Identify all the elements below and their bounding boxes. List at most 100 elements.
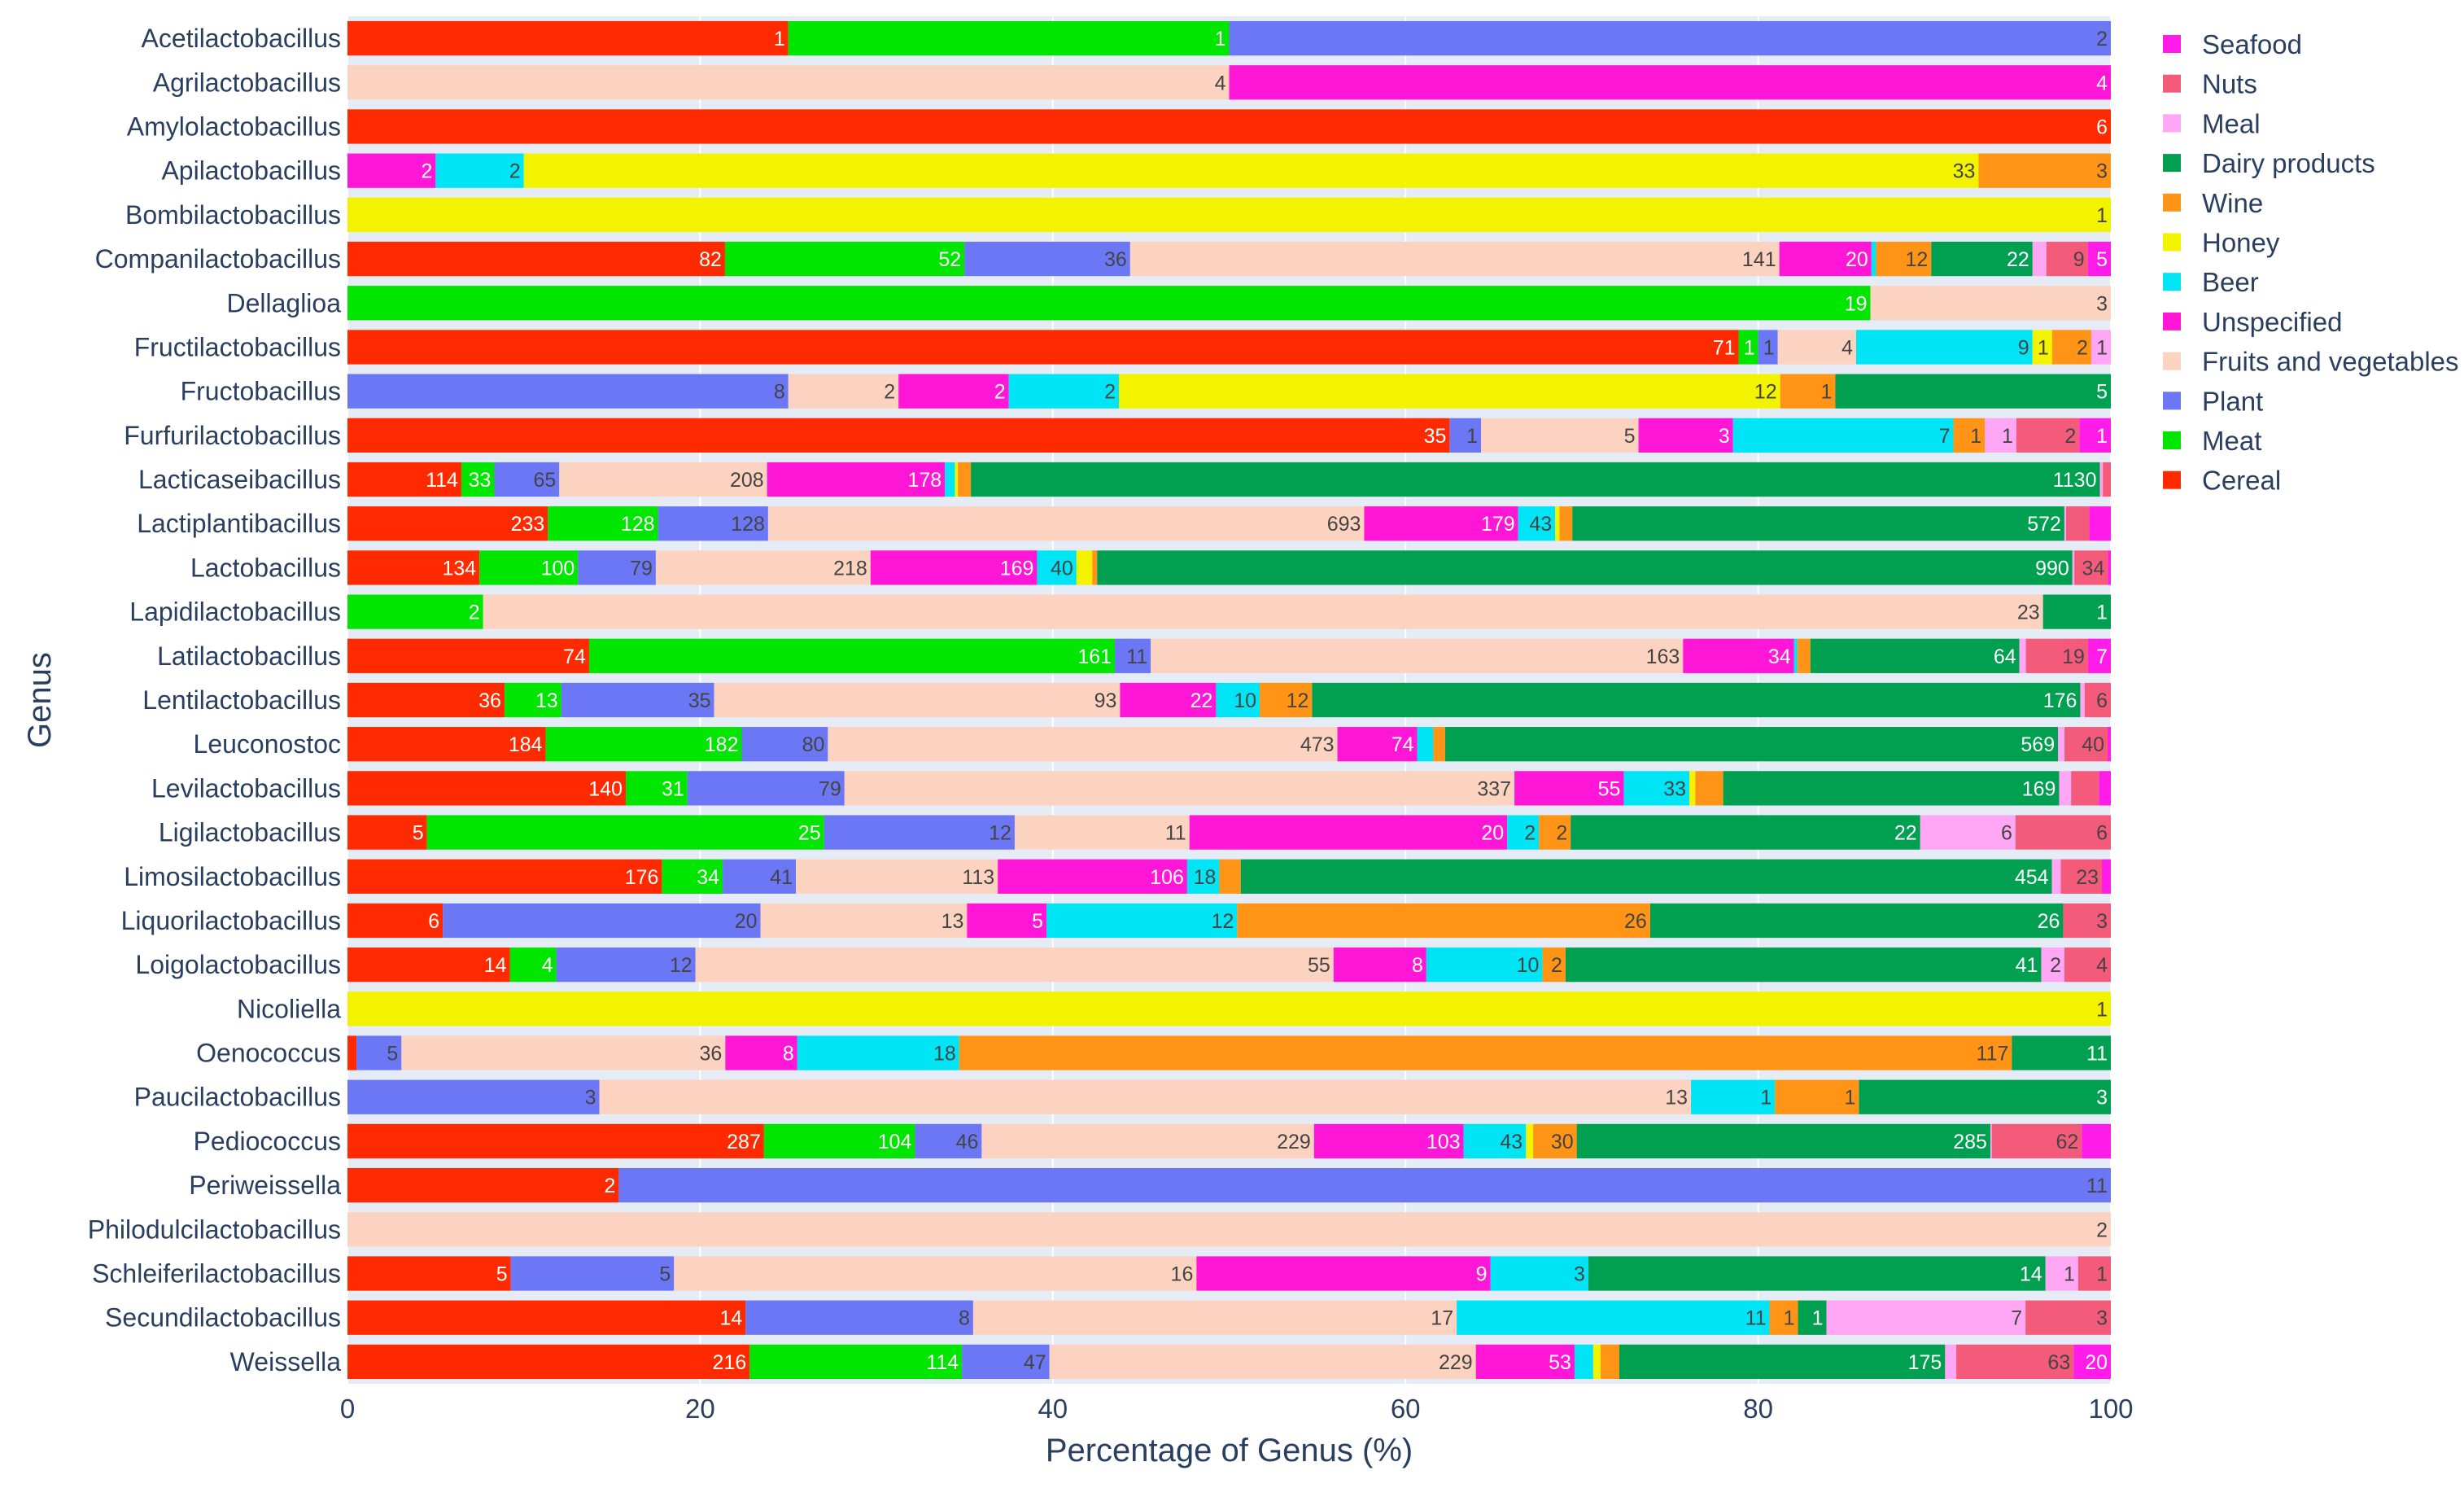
bar-value-label: 103 <box>1426 1131 1461 1153</box>
bar-value-label: 2 <box>1556 822 1567 845</box>
y-tick-label: Limosilactobacillus <box>124 862 341 891</box>
bar-segment-honey <box>1592 1344 1601 1380</box>
bar-segment-dairy-products <box>1312 682 2081 718</box>
bar-value-label: 1 <box>1821 381 1833 404</box>
bar-value-label: 178 <box>907 469 941 492</box>
legend-item-cereal[interactable]: Cereal <box>2163 466 2281 496</box>
bar-segment-plant <box>561 682 714 718</box>
y-tick-label: Oenococcus <box>196 1039 341 1068</box>
bar-row-leuconostoc: 184 182 80 473 74 569 40 <box>347 727 2111 762</box>
bar-segment-cereal <box>347 462 461 497</box>
bar-row-amylolactobacillus: 6 <box>347 109 2111 144</box>
bar-value-label: 10 <box>1517 954 1540 977</box>
bar-segment-wine <box>1092 550 1098 585</box>
bar-value-label: 3 <box>2096 1087 2108 1109</box>
legend-item-meat[interactable]: Meat <box>2163 426 2261 456</box>
bar-value-label: 218 <box>833 557 867 580</box>
bar-segment-beer <box>1691 1079 1776 1114</box>
bar-row-dellaglioa: 19 3 <box>347 286 2111 321</box>
legend-item-honey[interactable]: Honey <box>2163 228 2280 258</box>
bar-segment-plant <box>510 1256 675 1291</box>
bar-value-label: 22 <box>1190 689 1213 712</box>
bar-value-label: 8 <box>774 381 785 404</box>
legend-item-unspecified[interactable]: Unspecified <box>2163 307 2342 337</box>
bar-row-lactobacillus: 134 100 79 218 169 40 990 34 <box>347 550 2111 585</box>
bar-value-label: 20 <box>1846 248 1868 271</box>
bar-value-label: 93 <box>1094 689 1117 712</box>
bar-value-label: 19 <box>2062 646 2085 668</box>
bar-segment-plant <box>347 1079 600 1114</box>
bar-segment-cereal <box>347 1344 750 1380</box>
bar-segment-beer <box>1463 1123 1527 1159</box>
bar-segment-nuts <box>2066 506 2090 541</box>
bar-row-periweissella: 2 11 <box>347 1167 2111 1203</box>
bar-row-bombilactobacillus: 1 <box>347 197 2111 233</box>
legend-label: Plant <box>2202 386 2263 416</box>
bar-value-label: 1 <box>1970 425 1981 448</box>
legend-item-plant[interactable]: Plant <box>2163 386 2263 416</box>
bar-segment-cereal <box>347 903 443 939</box>
legend-item-beer[interactable]: Beer <box>2163 267 2259 297</box>
bar-segment-meal <box>2099 462 2104 497</box>
bar-segment-fruits-and-vegetables <box>1151 638 1684 673</box>
bar-segment-unspecified <box>1333 948 1426 983</box>
bar-segment-dairy-products <box>1931 241 2033 277</box>
bar-segment-nuts <box>2015 815 2111 850</box>
legend-item-seafood[interactable]: Seafood <box>2163 29 2302 59</box>
x-tick-label: 20 <box>685 1394 715 1424</box>
bar-value-label: 6 <box>2096 116 2108 138</box>
bar-value-label: 9 <box>2018 336 2029 359</box>
x-tick-label: 100 <box>2088 1394 2133 1424</box>
legend-item-nuts[interactable]: Nuts <box>2163 69 2257 99</box>
bar-segment-meal <box>1826 1300 2026 1335</box>
bar-segment-beer <box>797 1035 959 1070</box>
bar-segment-honey <box>1076 550 1093 585</box>
bar-segment-beer <box>1623 771 1690 806</box>
bar-segment-dairy-products <box>971 462 2100 497</box>
bar-value-label: 8 <box>959 1307 970 1330</box>
bar-segment-fruits-and-vegetables <box>1014 815 1190 850</box>
bar-segment-seafood <box>2099 771 2111 806</box>
legend-item-meal[interactable]: Meal <box>2163 108 2261 138</box>
bar-segment-plant <box>347 374 789 409</box>
bar-segment-beer <box>1417 727 1434 762</box>
bar-segment-meal <box>2090 330 2111 365</box>
legend-item-fruits-and-vegetables[interactable]: Fruits and vegetables <box>2163 347 2459 377</box>
bar-segment-wine <box>1433 727 1445 762</box>
y-tick-label: Lentilactobacillus <box>142 685 341 715</box>
bar-segment-nuts <box>2064 948 2111 983</box>
bar-segment-wine <box>1695 771 1723 806</box>
bar-segment-cereal <box>347 727 546 762</box>
bar-value-label: 34 <box>2082 557 2105 580</box>
bar-row-liquorilactobacillus: 6 20 13 5 12 26 26 3 <box>347 903 2111 939</box>
bar-segment-fruits-and-vegetables <box>559 462 767 497</box>
bar-value-label: 40 <box>2082 733 2104 756</box>
bar-value-label: 141 <box>1742 248 1776 271</box>
legend-label: Beer <box>2202 267 2259 297</box>
bar-segment-wine <box>2051 330 2091 365</box>
bar-segment-honey <box>1689 771 1696 806</box>
legend-swatch <box>2163 273 2181 291</box>
y-tick-label: Lapidilactobacillus <box>129 597 341 627</box>
bar-value-label: 9 <box>2073 248 2085 271</box>
bar-segment-wine <box>1797 638 1811 673</box>
bar-value-label: 1130 <box>2053 469 2097 492</box>
bar-segment-plant <box>1229 20 2111 56</box>
bar-value-label: 2 <box>509 160 521 183</box>
bar-segment-nuts <box>2046 241 2088 277</box>
bar-value-label: 2 <box>2050 954 2061 977</box>
bar-segment-meal <box>1990 1123 1992 1159</box>
y-tick-label: Agrilactobacillus <box>153 68 341 97</box>
bar-value-label: 16 <box>1171 1263 1194 1286</box>
x-axis-title: Percentage of Genus (%) <box>1046 1433 1413 1468</box>
bar-segment-unspecified <box>898 374 1009 409</box>
bar-value-label: 14 <box>720 1307 743 1330</box>
bar-value-label: 3 <box>2096 1307 2108 1330</box>
legend-item-dairy-products[interactable]: Dairy products <box>2163 148 2375 178</box>
bar-value-label: 114 <box>426 469 458 492</box>
bar-value-label: 6 <box>2001 822 2012 845</box>
bar-value-label: 14 <box>484 954 507 977</box>
bar-row-fructobacillus: 8 2 2 2 12 1 5 <box>347 374 2111 409</box>
legend-item-wine[interactable]: Wine <box>2163 188 2263 218</box>
